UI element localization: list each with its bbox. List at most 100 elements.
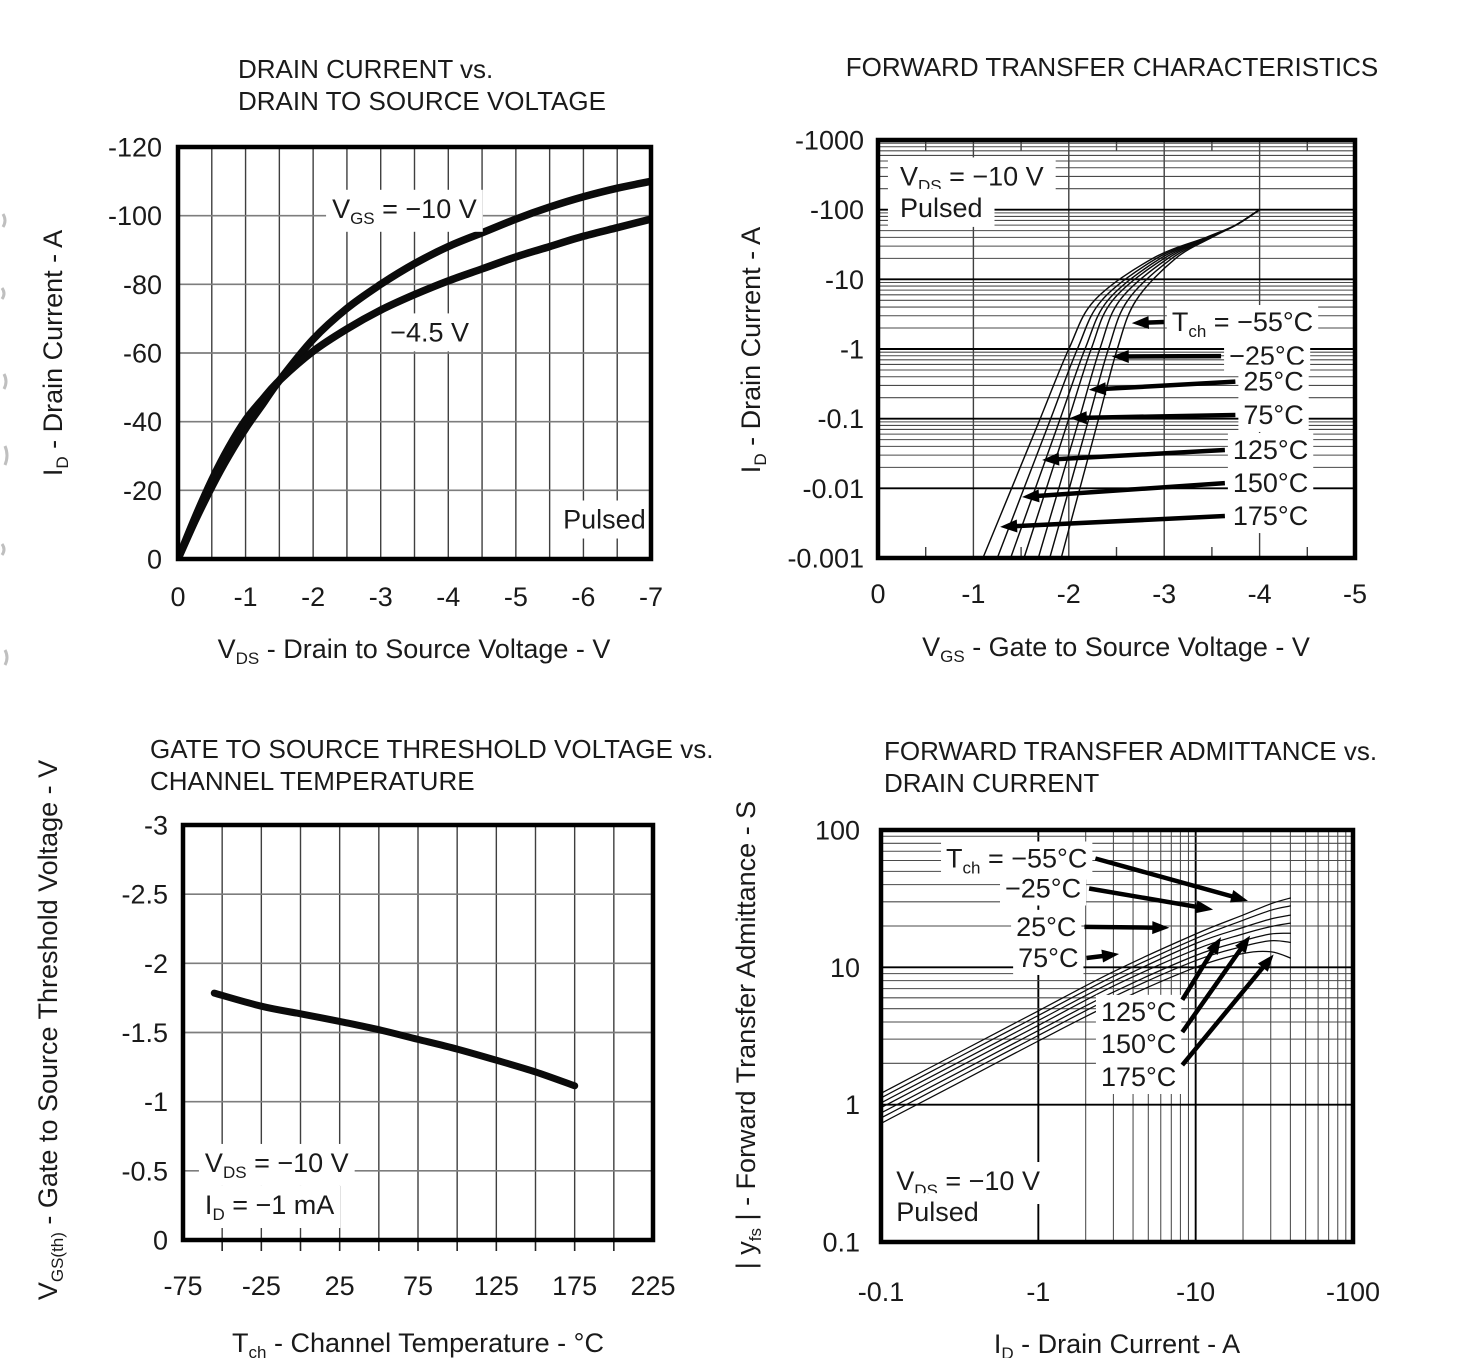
y-axis-title: | yfs | - Forward Transfer Admittance - … bbox=[731, 801, 765, 1269]
y-tick-label: -1.5 bbox=[121, 1018, 168, 1048]
label-mask bbox=[198, 1143, 355, 1186]
scan-artifact bbox=[3, 649, 9, 666]
x-tick-label: -6 bbox=[571, 582, 595, 612]
y-tick-label: -0.5 bbox=[121, 1156, 168, 1186]
y-tick-label: -60 bbox=[123, 339, 162, 369]
x-tick-label: -5 bbox=[1343, 579, 1367, 609]
x-tick-label: 225 bbox=[630, 1271, 675, 1301]
x-tick-label: 125 bbox=[474, 1271, 519, 1301]
y-tick-label: 0.1 bbox=[822, 1228, 860, 1258]
arrowhead-icon bbox=[1069, 411, 1087, 425]
x-tick-label: 75 bbox=[403, 1271, 433, 1301]
arrowhead-icon bbox=[1101, 949, 1120, 963]
legend-arrow bbox=[1180, 945, 1218, 1002]
y-tick-label: -100 bbox=[108, 201, 162, 231]
x-tick-label: -1 bbox=[234, 582, 258, 612]
legend-label: 25°C bbox=[1243, 367, 1303, 397]
chart-title: DRAIN TO SOURCE VOLTAGE bbox=[238, 86, 606, 116]
y-axis-title: ID - Drain Current - A bbox=[736, 227, 770, 473]
x-tick-label: -5 bbox=[504, 582, 528, 612]
series-curve-4 bbox=[881, 932, 1292, 1114]
arrowhead-icon bbox=[1235, 935, 1251, 954]
plot-border bbox=[180, 822, 656, 1243]
legend-label: 175°C bbox=[1101, 1062, 1176, 1092]
scan-artifact bbox=[1, 213, 7, 228]
label-mask bbox=[1227, 466, 1314, 501]
label-mask bbox=[1095, 1027, 1182, 1062]
x-axis-title: Tch - Channel Temperature - °C bbox=[232, 1328, 604, 1358]
x-tick-label: 25 bbox=[325, 1271, 355, 1301]
y-tick-label: -0.1 bbox=[817, 404, 864, 434]
arrowhead-icon bbox=[1131, 316, 1149, 329]
plot-border bbox=[175, 144, 654, 562]
legend-label: 75°C bbox=[1243, 400, 1303, 430]
series-curve-0 bbox=[881, 897, 1292, 1094]
y-tick-label: -1 bbox=[840, 335, 864, 365]
legend-arrow bbox=[1099, 379, 1236, 392]
plot-border bbox=[875, 137, 1358, 561]
scan-artifact bbox=[3, 445, 9, 466]
y-tick-label: -2 bbox=[144, 949, 168, 979]
annotation-text: VGS = −10 V bbox=[332, 194, 477, 228]
legend-label: 125°C bbox=[1101, 997, 1176, 1027]
label-mask bbox=[1000, 871, 1087, 906]
x-tick-label: -25 bbox=[242, 1271, 281, 1301]
annotation-text: Pulsed bbox=[563, 505, 646, 535]
label-mask bbox=[384, 313, 475, 352]
label-mask bbox=[1227, 433, 1314, 468]
x-tick-label: -4 bbox=[436, 582, 460, 612]
annotation-text: ID = −1 mA bbox=[205, 1190, 334, 1224]
legend-label: 175°C bbox=[1233, 501, 1308, 531]
label-mask bbox=[890, 1193, 985, 1232]
label-mask bbox=[557, 500, 652, 539]
x-axis-title: VGS - Gate to Source Voltage - V bbox=[922, 632, 1310, 666]
y-tick-label: -80 bbox=[123, 270, 162, 300]
scan-artifact bbox=[2, 373, 8, 390]
y-tick-label: -3 bbox=[144, 811, 168, 841]
legend-arrow bbox=[1094, 856, 1238, 901]
x-tick-label: -10 bbox=[1176, 1277, 1215, 1307]
annotation: Pulsed bbox=[887, 188, 995, 227]
scan-artifact bbox=[0, 287, 6, 300]
legend-arrow bbox=[1088, 886, 1203, 911]
x-tick-label: 175 bbox=[552, 1271, 597, 1301]
annotation-text: Pulsed bbox=[896, 1197, 979, 1227]
x-tick-label: -3 bbox=[1152, 579, 1176, 609]
legend-label: 25°C bbox=[1016, 912, 1076, 942]
arrowhead-icon bbox=[1111, 350, 1129, 363]
y-tick-label: -0.001 bbox=[787, 544, 864, 574]
chart-1: Tch = −55°C−25°C25°C75°C125°C150°C175°CV… bbox=[736, 52, 1378, 666]
series-curve-6 bbox=[982, 208, 1261, 558]
series-curve-0 bbox=[210, 989, 579, 1090]
plot-border bbox=[878, 827, 1356, 1245]
label-mask bbox=[1095, 1060, 1182, 1095]
annotation: −4.5 V bbox=[384, 313, 475, 352]
annotation-text: Pulsed bbox=[900, 193, 983, 223]
scan-artifact bbox=[0, 543, 6, 556]
legend-arrow bbox=[1180, 943, 1246, 1034]
label-mask bbox=[1011, 909, 1082, 944]
x-tick-label: -1 bbox=[1026, 1277, 1050, 1307]
legend-label: 125°C bbox=[1233, 435, 1308, 465]
legend-label: 150°C bbox=[1101, 1029, 1176, 1059]
legend-arrow bbox=[1080, 412, 1236, 421]
annotation: Pulsed bbox=[890, 1193, 985, 1232]
chart-title: DRAIN CURRENT bbox=[884, 768, 1099, 798]
y-tick-label: -40 bbox=[123, 407, 162, 437]
chart-2: VDS = −10 V ID = −1 mA -75 -25 25 75 125 175 225… bbox=[33, 734, 713, 1358]
x-axis-title: VDS - Drain to Source Voltage - V bbox=[218, 634, 611, 668]
y-tick-label: 0 bbox=[147, 545, 162, 575]
series-group bbox=[982, 208, 1261, 558]
x-tick-label: -100 bbox=[1326, 1277, 1380, 1307]
series-curve-0 bbox=[178, 177, 651, 559]
y-tick-label: -2.5 bbox=[121, 880, 168, 910]
series-curve-1 bbox=[881, 905, 1292, 1099]
y-tick-label: 0 bbox=[153, 1226, 168, 1256]
y-tick-label: -1 bbox=[144, 1087, 168, 1117]
y-tick-label: -20 bbox=[123, 476, 162, 506]
y-tick-label: -10 bbox=[825, 265, 864, 295]
arrowhead-icon bbox=[1088, 382, 1107, 396]
